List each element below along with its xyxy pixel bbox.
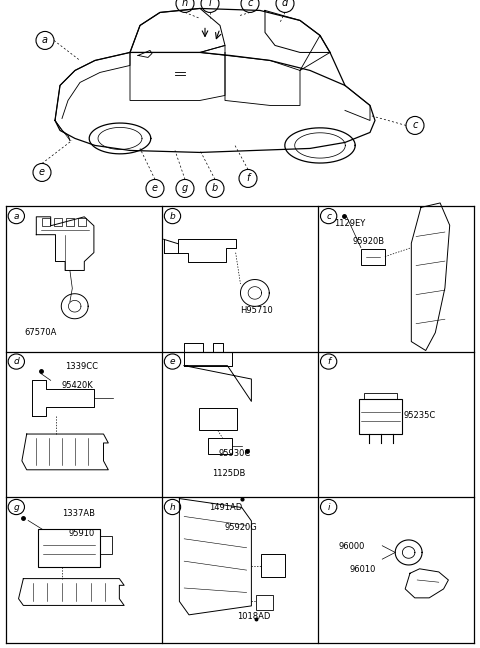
Text: b: b [212, 183, 218, 194]
Bar [54, 218, 62, 226]
Bar [261, 555, 285, 577]
Bar [78, 218, 86, 226]
Text: 1339CC: 1339CC [65, 362, 98, 371]
Text: f: f [327, 357, 330, 366]
Text: 1129EY: 1129EY [334, 219, 365, 228]
Text: 95235C: 95235C [404, 411, 436, 420]
Text: c: c [326, 212, 331, 220]
Text: 1018AD: 1018AD [237, 612, 270, 621]
Text: f: f [246, 174, 250, 183]
Bar [66, 218, 74, 226]
Bar [100, 536, 112, 554]
Bar [359, 399, 402, 434]
Text: b: b [169, 212, 175, 220]
Text: 95910: 95910 [68, 529, 95, 538]
Text: 95930C: 95930C [218, 449, 251, 458]
Text: h: h [169, 502, 175, 511]
Text: e: e [170, 357, 175, 366]
Bar [208, 438, 232, 454]
Text: 95420K: 95420K [62, 380, 94, 389]
Text: d: d [13, 357, 19, 366]
Text: g: g [182, 183, 188, 194]
Bar [361, 249, 385, 264]
Text: i: i [209, 0, 211, 8]
Text: 1337AB: 1337AB [62, 509, 95, 518]
Text: c: c [412, 121, 418, 130]
Text: 1491AD: 1491AD [209, 503, 242, 512]
Text: c: c [247, 0, 252, 8]
Text: e: e [39, 167, 45, 178]
Bar [364, 393, 397, 399]
Text: e: e [152, 183, 158, 194]
Text: d: d [282, 0, 288, 8]
Text: a: a [13, 212, 19, 220]
Text: g: g [13, 502, 19, 511]
Text: 96010: 96010 [349, 566, 376, 574]
Text: h: h [182, 0, 188, 8]
Text: 1125DB: 1125DB [212, 469, 245, 478]
Text: H95710: H95710 [240, 307, 273, 316]
Text: 67570A: 67570A [24, 329, 56, 338]
Bar [38, 529, 100, 568]
Text: i: i [327, 502, 330, 511]
Text: 96000: 96000 [338, 542, 365, 551]
Bar [256, 595, 273, 610]
Text: 95920G: 95920G [224, 523, 257, 532]
Text: a: a [42, 36, 48, 45]
Bar [199, 408, 237, 430]
Bar [42, 218, 50, 226]
Text: 95920B: 95920B [352, 237, 384, 246]
